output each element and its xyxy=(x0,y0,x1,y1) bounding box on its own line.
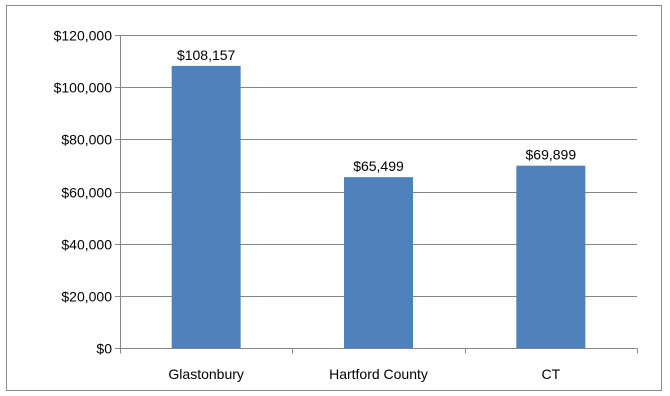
data-label: $65,499 xyxy=(353,158,404,174)
y-tick-label: $0 xyxy=(96,341,112,357)
x-category-label: CT xyxy=(541,366,560,382)
bar-glastonbury xyxy=(171,65,241,348)
bars xyxy=(171,65,586,348)
y-tick-label: $120,000 xyxy=(54,28,113,44)
y-tick-label: $20,000 xyxy=(61,289,112,305)
bar-hartford-county xyxy=(344,177,413,348)
x-category-label: Glastonbury xyxy=(168,366,243,382)
y-tick-label: $60,000 xyxy=(61,185,112,201)
axes xyxy=(115,35,638,354)
y-tick-label: $100,000 xyxy=(54,80,113,96)
data-label: $69,899 xyxy=(526,147,577,163)
labels: $0 $20,000 $40,000 $60,000 $80,000 $100,000 $1… xyxy=(54,28,577,383)
x-category-label: Hartford County xyxy=(329,366,428,382)
data-label: $108,157 xyxy=(177,47,236,63)
y-tick-label: $80,000 xyxy=(61,132,112,148)
bar-ct xyxy=(516,165,586,348)
y-tick-label: $40,000 xyxy=(61,237,112,253)
